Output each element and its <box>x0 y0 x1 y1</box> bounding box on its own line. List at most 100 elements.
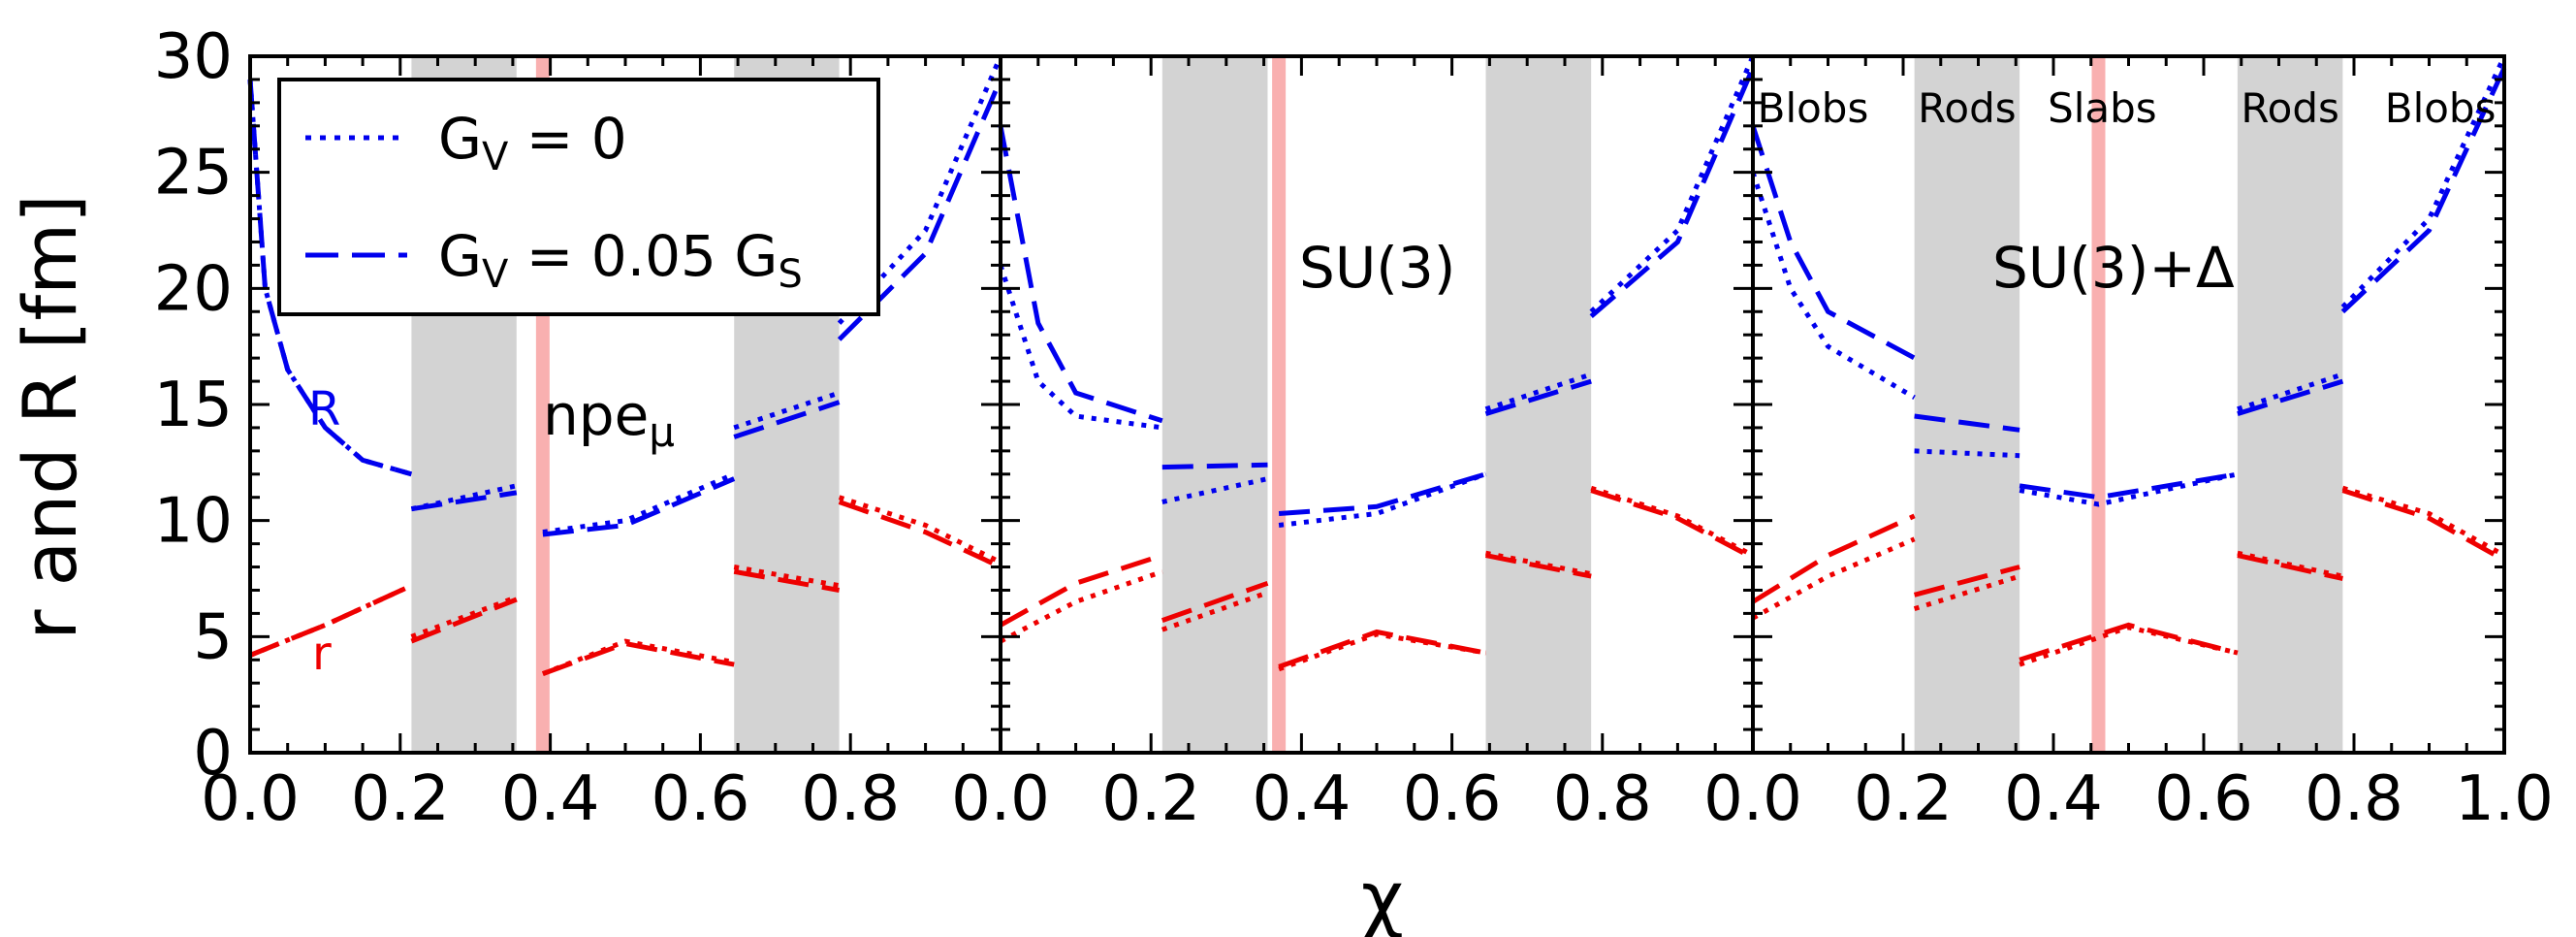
curve-label-r: r <box>312 627 332 681</box>
x-tick-label: 0.0 <box>1703 763 1802 835</box>
x-tick-label: 0.8 <box>2305 763 2403 835</box>
legend: GV = 0 GV = 0.05 GS <box>277 78 880 316</box>
series-line-R-dashed-seg4 <box>1484 378 1592 416</box>
series-line-R-dotted-seg2 <box>1914 448 2020 459</box>
series-line-R-dotted-seg3 <box>542 471 736 535</box>
series-line-r-dashed-seg4 <box>2237 553 2343 581</box>
x-tick-label: 0.6 <box>652 763 750 835</box>
y-tick-label: 5 <box>193 601 233 673</box>
series-line-R-dotted-seg5 <box>2340 54 2507 309</box>
x-tick-label: 0.8 <box>801 763 900 835</box>
series-line-R-dashed-seg1 <box>247 79 413 477</box>
y-axis: 0 5 10 15 20 25 30 <box>154 21 233 790</box>
shaded-band-1 <box>1161 56 1268 753</box>
series-line-R-dotted-seg1 <box>998 264 1163 431</box>
series-line-R-dotted-seg4 <box>733 390 841 431</box>
y-axis-title: r and R [fm] <box>7 194 93 640</box>
y-tick-label: 30 <box>154 21 233 93</box>
series-line-R-dashed-seg2 <box>411 490 518 512</box>
series-line-R-dashed-seg3 <box>542 476 736 537</box>
series-line-R-dotted-seg2 <box>410 483 518 512</box>
series-line-R-dotted-seg2 <box>1161 476 1269 504</box>
x-tick-label: 0.0 <box>201 763 300 835</box>
series-line-R-dotted-seg4 <box>2237 372 2344 412</box>
series-line-R-dashed-seg2 <box>1914 413 2020 433</box>
series-line-r-dashed-seg1 <box>999 553 1163 628</box>
shaded-band-1 <box>1914 56 2020 753</box>
panel-3: SU(3)+Δ Blobs Rods Slabs Rods Blobs <box>1750 54 2507 755</box>
series-line-R-dashed-seg1 <box>998 125 1163 424</box>
series-line-r-dotted-seg1 <box>999 568 1163 644</box>
series-line-r-dotted-seg1 <box>1751 536 1916 621</box>
x-tick-label: 0.0 <box>951 763 1050 835</box>
series-line-r-dashed-seg3 <box>1278 629 1486 669</box>
series-line-r-dashed-seg3 <box>542 640 735 676</box>
series-line-r-dashed-seg4 <box>1485 553 1592 579</box>
x-tick-label: 0.6 <box>2154 763 2253 835</box>
panel-label: SU(3) <box>1299 235 1455 301</box>
x-tick-label: 0.4 <box>2004 763 2103 835</box>
region-label-blobs: Blobs <box>1758 84 1869 132</box>
x-axis-title: χ <box>1361 855 1404 937</box>
panel-label: npeμ <box>543 382 675 456</box>
series-line-r-dotted-seg3 <box>1278 631 1486 672</box>
shaded-band-2 <box>2237 56 2343 753</box>
x-tick-label: 0.8 <box>1553 763 1652 835</box>
region-label-rods: Rods <box>1918 84 2017 132</box>
region-label-blobs: Blobs <box>2385 84 2496 132</box>
legend-box <box>277 78 880 316</box>
series-line-R-dashed-seg4 <box>2237 378 2344 416</box>
series-line-R-dashed-seg5 <box>2340 66 2507 314</box>
series-line-R-dashed-seg5 <box>837 78 1003 341</box>
series-line-r-dotted-seg5 <box>2341 485 2506 558</box>
panel-label: SU(3)+Δ <box>1992 235 2235 301</box>
y-tick-label: 0 <box>193 718 233 790</box>
x-tick-label: 0.4 <box>1253 763 1352 835</box>
series-line-r-dashed-seg2 <box>1913 565 2020 598</box>
series-line-r-dashed-seg4 <box>733 568 841 593</box>
curve-label-R: R <box>308 382 340 436</box>
y-tick-label: 20 <box>154 253 233 325</box>
series-line-r-dashed-seg5 <box>838 500 1002 569</box>
slab-center-band <box>1272 56 1287 753</box>
series-line-R-dashed-seg2 <box>1161 462 1268 470</box>
series-line-R-dotted-seg3 <box>2019 471 2239 507</box>
x-axis: 0.0 0.2 0.4 0.6 0.8 0.0 0.2 0.4 0.6 0.8 0.0 0.2 0.4 0… <box>201 763 2554 835</box>
series-line-r-dashed-seg2 <box>410 597 518 644</box>
panel-2: SU(3) <box>998 54 1756 755</box>
shaded-band-2 <box>1485 56 1592 753</box>
series-line-R-dashed-seg4 <box>733 400 841 439</box>
series-line-r-dashed-seg1 <box>1751 513 1916 604</box>
region-label-rods: Rods <box>2241 84 2339 132</box>
x-tick-label: 1.0 <box>2455 763 2554 835</box>
series-line-r-dashed-seg5 <box>2341 488 2506 563</box>
series-line-r-dashed-seg5 <box>1590 488 1755 561</box>
y-tick-label: 15 <box>154 370 233 441</box>
y-tick-label: 25 <box>154 138 233 210</box>
slab-center-band <box>2091 56 2106 753</box>
series-line-r-dashed-seg2 <box>1161 580 1269 623</box>
series-line-R-dotted-seg1 <box>1750 171 1916 400</box>
region-label-slabs: Slabs <box>2048 84 2157 132</box>
series-line-R-dashed-seg1 <box>1750 125 1916 361</box>
panel-frame <box>1751 54 2506 755</box>
series-line-r-dotted-seg2 <box>1913 573 2020 611</box>
x-tick-label: 0.4 <box>501 763 600 835</box>
x-tick-label: 0.2 <box>351 763 450 835</box>
series-line-R-dashed-seg3 <box>2019 471 2239 501</box>
legend-entry-gv-zero: GV = 0 <box>438 106 627 179</box>
series-line-r-dotted-seg4 <box>733 565 841 589</box>
series-line-R-dashed-seg5 <box>1589 67 1756 318</box>
series-line-r-dotted-seg5 <box>838 495 1002 565</box>
x-tick-label: 0.6 <box>1403 763 1502 835</box>
y-tick-label: 10 <box>154 486 233 558</box>
legend-entry-gv-005gs: GV = 0.05 GS <box>438 223 803 297</box>
series-line-r-dashed-seg1 <box>249 583 413 658</box>
series-line-R-dotted-seg4 <box>1484 372 1592 412</box>
series-line-r-dashed-seg3 <box>2019 622 2239 662</box>
x-tick-label: 0.2 <box>1101 763 1200 835</box>
series-line-R-dotted-seg5 <box>1589 55 1756 314</box>
series-line-R-dashed-seg3 <box>1278 471 1487 516</box>
x-tick-label: 0.2 <box>1854 763 1953 835</box>
